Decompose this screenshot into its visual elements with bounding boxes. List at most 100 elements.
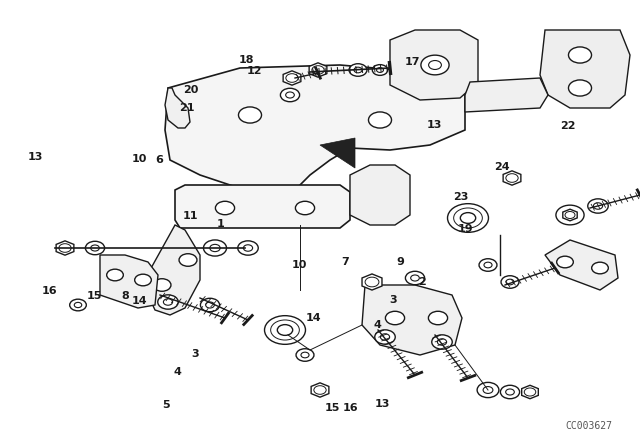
Circle shape — [506, 174, 518, 182]
Text: 16: 16 — [42, 286, 58, 296]
Circle shape — [524, 388, 536, 396]
Circle shape — [568, 80, 591, 96]
Text: 24: 24 — [495, 162, 510, 172]
Polygon shape — [148, 225, 200, 315]
Circle shape — [134, 274, 151, 286]
Circle shape — [285, 92, 294, 98]
Circle shape — [376, 68, 383, 73]
Text: 10: 10 — [132, 154, 147, 164]
Polygon shape — [362, 274, 382, 290]
Circle shape — [565, 211, 575, 219]
Circle shape — [564, 211, 577, 220]
Circle shape — [484, 262, 492, 268]
Polygon shape — [390, 30, 478, 100]
Polygon shape — [545, 240, 618, 290]
Circle shape — [179, 254, 197, 266]
Text: 23: 23 — [453, 192, 468, 202]
Polygon shape — [350, 165, 410, 225]
Circle shape — [429, 60, 442, 69]
Circle shape — [405, 271, 424, 285]
Polygon shape — [503, 171, 521, 185]
Circle shape — [243, 245, 253, 251]
Circle shape — [385, 311, 404, 325]
Circle shape — [593, 203, 603, 209]
Text: 14: 14 — [132, 296, 147, 306]
Circle shape — [91, 245, 99, 251]
Circle shape — [557, 256, 573, 268]
Circle shape — [556, 205, 584, 225]
Text: 21: 21 — [179, 103, 195, 112]
Circle shape — [365, 277, 379, 287]
Polygon shape — [311, 383, 329, 397]
Text: 2: 2 — [419, 277, 426, 287]
Text: 13: 13 — [375, 399, 390, 409]
Text: 6: 6 — [155, 155, 163, 165]
Text: 12: 12 — [247, 66, 262, 76]
Text: 4: 4 — [174, 367, 182, 377]
Circle shape — [354, 67, 362, 73]
Text: 10: 10 — [292, 260, 307, 270]
Polygon shape — [320, 138, 355, 168]
Text: 15: 15 — [87, 291, 102, 301]
Circle shape — [568, 47, 591, 63]
Circle shape — [372, 65, 388, 75]
Circle shape — [380, 334, 390, 340]
Text: 14: 14 — [306, 313, 321, 323]
Circle shape — [296, 349, 314, 361]
Circle shape — [85, 241, 104, 255]
Polygon shape — [563, 209, 577, 221]
Text: 9: 9 — [396, 257, 404, 267]
Circle shape — [210, 244, 220, 252]
Text: 8: 8 — [121, 291, 129, 301]
Circle shape — [477, 383, 499, 398]
Polygon shape — [56, 241, 74, 255]
Text: 5: 5 — [163, 401, 170, 410]
Circle shape — [588, 199, 608, 213]
Circle shape — [501, 276, 519, 288]
Text: 3: 3 — [390, 295, 397, 305]
Circle shape — [286, 74, 298, 82]
Circle shape — [479, 259, 497, 271]
Circle shape — [301, 352, 309, 358]
Circle shape — [375, 330, 396, 344]
Circle shape — [204, 240, 227, 256]
Circle shape — [411, 275, 419, 281]
Text: 16: 16 — [343, 403, 358, 413]
Text: 11: 11 — [183, 211, 198, 221]
Circle shape — [157, 295, 178, 309]
Circle shape — [506, 389, 515, 395]
Text: 18: 18 — [239, 56, 254, 65]
Circle shape — [428, 311, 447, 325]
Circle shape — [277, 325, 292, 336]
Text: 20: 20 — [183, 86, 198, 95]
Polygon shape — [283, 71, 301, 85]
Circle shape — [349, 64, 367, 76]
Polygon shape — [465, 78, 548, 112]
Circle shape — [205, 302, 214, 308]
Circle shape — [483, 387, 493, 393]
Circle shape — [200, 298, 220, 312]
Circle shape — [506, 279, 514, 285]
Polygon shape — [165, 88, 190, 128]
Polygon shape — [100, 255, 158, 308]
Polygon shape — [522, 385, 538, 399]
Circle shape — [447, 204, 488, 233]
Polygon shape — [309, 63, 327, 77]
Circle shape — [369, 112, 392, 128]
Text: 13: 13 — [426, 121, 442, 130]
Text: 13: 13 — [28, 152, 43, 162]
Circle shape — [280, 88, 300, 102]
Circle shape — [500, 385, 520, 399]
Circle shape — [153, 279, 171, 291]
Circle shape — [460, 213, 476, 224]
Polygon shape — [175, 185, 350, 228]
Circle shape — [314, 386, 326, 394]
Circle shape — [239, 107, 262, 123]
Circle shape — [437, 339, 447, 345]
Text: 22: 22 — [561, 121, 576, 131]
Circle shape — [296, 201, 315, 215]
Text: 3: 3 — [191, 349, 199, 359]
Circle shape — [264, 316, 305, 345]
Text: 7: 7 — [342, 257, 349, 267]
Circle shape — [432, 335, 452, 349]
